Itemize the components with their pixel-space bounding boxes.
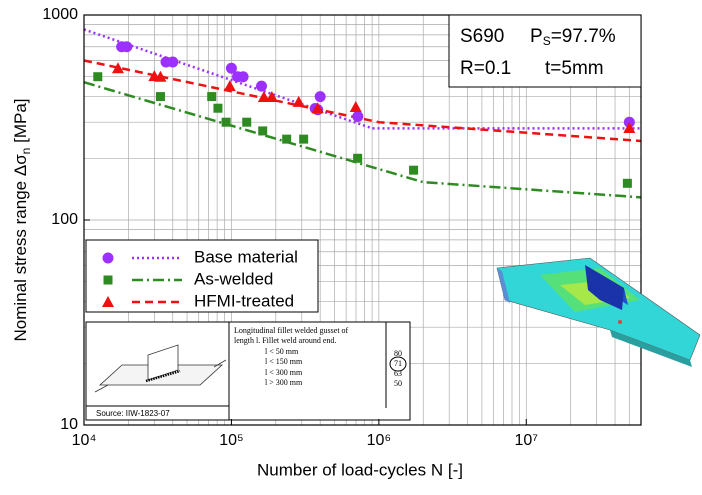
point [167,56,178,67]
point [224,80,236,91]
y-axis-label-sub: n [19,148,33,155]
point [93,72,102,81]
material: S690 [460,26,504,47]
y-tick-label: 1000 [42,6,78,23]
x-tick-label: 10⁴ [72,432,97,449]
inset-description: Longitudinal fillet welded gusset of [234,326,349,335]
point [207,92,216,101]
x-axis-label: Number of load-cycles N [-] [257,460,463,479]
x-tick-label: 10⁶ [367,432,391,449]
fit-line [84,82,641,197]
x-tick-label: 10⁵ [219,432,243,449]
point [256,81,267,92]
inset-condition: l < 150 mm [265,357,303,366]
point [121,41,132,52]
point [623,179,632,188]
x-tick-label: 10⁷ [514,432,538,449]
point [350,101,362,112]
inset-condition: l < 300 mm [265,368,303,377]
point [299,135,308,144]
point [315,91,326,102]
inset-detail: Source: IIW-1823-07 Longitudinal fillet … [86,322,410,420]
inset-source: Source: IIW-1823-07 [96,409,170,418]
y-tick-label: 10 [60,416,78,433]
page: {"chart_data": { "type": "scatter", "xsc… [0,0,702,490]
inset-fat: 80 [394,349,402,358]
point [242,118,251,127]
point [282,135,291,144]
thickness: t=5mm [545,58,604,79]
point [213,104,222,113]
probability-value: =97.7% [551,26,616,47]
legend-label: Base material [194,247,298,266]
fe-hotspot [618,320,622,324]
point [238,71,249,82]
point [353,154,362,163]
stress-ratio: R=0.1 [460,58,511,79]
probability-symbol: P [530,26,543,47]
legend: Base material As-welded HFMI-treated [86,240,318,312]
point [293,96,305,107]
inset-condition: l < 50 mm [265,347,299,356]
point [222,118,231,127]
point [352,111,363,122]
legend-marker [104,276,113,285]
point [409,166,418,175]
inset-condition: l > 300 mm [265,378,303,387]
legend-label: HFMI-treated [194,291,294,310]
y-axis-label: Nominal stress range Δσn [MPa] [11,98,33,341]
probability-subscript: S [543,34,551,48]
point [156,92,165,101]
legend-marker [103,253,114,264]
y-axis-label-unit: [MPa] [11,98,30,147]
y-axis-label-main: Nominal stress range Δσ [11,154,30,342]
inset-fat: 50 [394,379,402,388]
y-tick-label: 100 [51,211,78,228]
legend-label: As-welded [194,269,273,288]
info-box: S690 PS=97.7% R=0.1 t=5mm [449,15,641,87]
point [258,126,267,135]
chart: S690 PS=97.7% R=0.1 t=5mm Base material A… [0,0,702,490]
fe-model [497,258,700,367]
inset-description: length l. Fillet weld around end. [234,336,336,345]
inset-fat: 71 [394,359,402,368]
